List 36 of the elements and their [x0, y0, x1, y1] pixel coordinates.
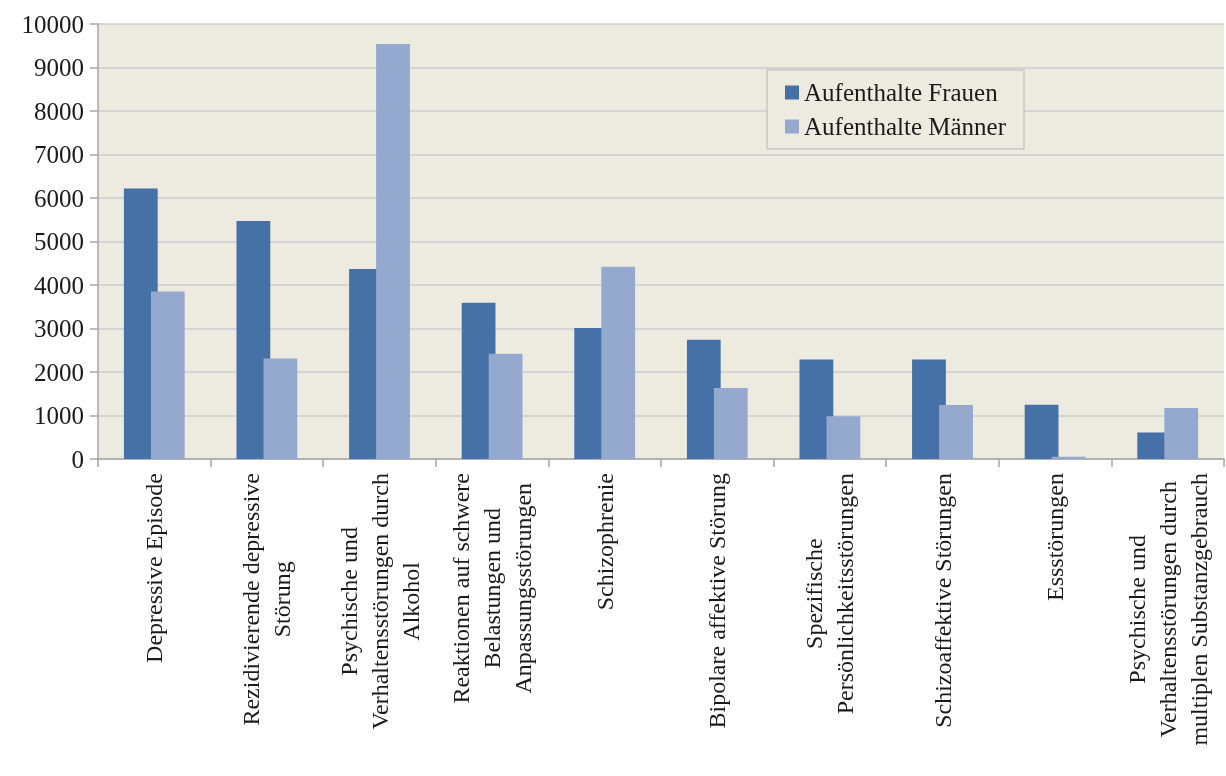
legend-label: Aufenthalte Frauen	[804, 79, 999, 106]
y-tick-label: 8000	[34, 97, 84, 125]
bar	[236, 221, 271, 459]
x-tick-label: Psychische und Verhaltensstörungen durch multiplen Substanzgebrauch	[1123, 473, 1212, 746]
y-tick-label: 6000	[34, 184, 84, 212]
y-tick-label: 2000	[34, 358, 84, 386]
legend-label: Aufenthalte Männer	[804, 113, 1007, 140]
y-tick-label: 0	[71, 445, 84, 473]
y-tick-label: 1000	[34, 402, 84, 429]
x-tick-label: Schizoaffektive Störungen	[929, 473, 956, 728]
y-tick-label: 3000	[34, 315, 84, 342]
bar	[826, 416, 861, 459]
y-tick-label: 9000	[34, 54, 84, 81]
bar	[939, 405, 973, 459]
bar	[601, 266, 636, 459]
x-tick-label: Schizophrenie	[591, 472, 618, 611]
y-tick-label: 7000	[34, 141, 84, 168]
bar	[488, 353, 523, 459]
x-tick-label: Essstörungen	[1042, 473, 1069, 601]
x-tick-label: Rezidivierende depressive Störung	[238, 473, 296, 726]
bar	[376, 44, 410, 459]
bar	[150, 291, 185, 459]
x-tick-label: Psychische und Verhaltensstörungen durch Alkohol	[335, 473, 424, 730]
bar	[799, 359, 834, 459]
bar	[1024, 404, 1059, 459]
bar	[1164, 408, 1199, 459]
bar	[263, 358, 298, 459]
y-tick-label: 4000	[34, 271, 84, 299]
x-tick-label: Bipolare affektive Störung	[704, 473, 731, 729]
y-tick-label: 10000	[21, 10, 84, 38]
bar	[713, 388, 748, 459]
x-tick-label: Depressive Episode	[141, 473, 168, 663]
bar	[1051, 456, 1086, 459]
x-tick-label: Spezifische Persönlichkeitsstörungen	[801, 472, 859, 715]
x-tick-label: Reaktionen auf schwere Belastungen und Anpassungsstörungen	[448, 472, 537, 704]
y-tick-label: 5000	[34, 228, 84, 255]
